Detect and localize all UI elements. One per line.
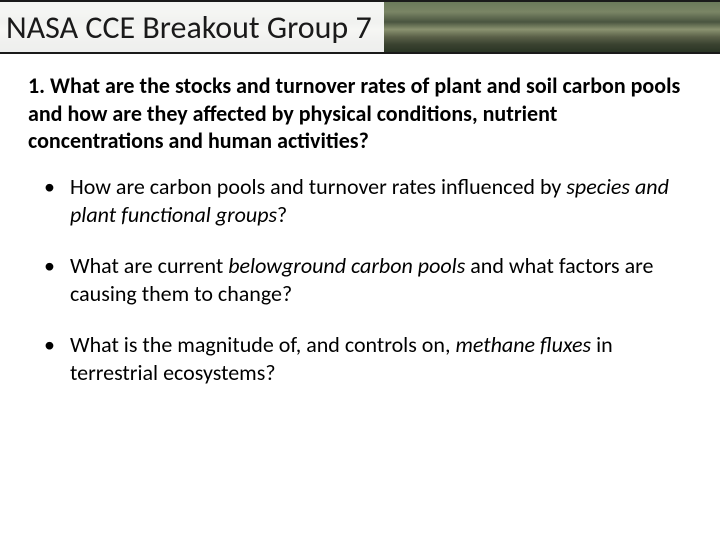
list-item: How are carbon pools and turnover rates … xyxy=(40,173,692,230)
bullet-text-italic: methane fluxes xyxy=(455,331,591,358)
title-bar: NASA CCE Breakout Group 7 xyxy=(0,0,720,54)
slide-title: NASA CCE Breakout Group 7 xyxy=(6,8,372,47)
bullet-text-pre: What is the magnitude of, and controls o… xyxy=(70,331,455,358)
main-question: 1. What are the stocks and turnover rate… xyxy=(28,72,692,155)
list-item: What is the magnitude of, and controls o… xyxy=(40,331,692,388)
bullet-text-pre: What are current xyxy=(70,252,228,279)
bullet-text-post: ? xyxy=(277,201,287,228)
list-item: What are current belowground carbon pool… xyxy=(40,252,692,309)
bullet-list: How are carbon pools and turnover rates … xyxy=(28,173,692,389)
title-overlay: NASA CCE Breakout Group 7 xyxy=(0,2,384,52)
slide-content: 1. What are the stocks and turnover rate… xyxy=(0,54,720,388)
bullet-text-italic: belowground carbon pools xyxy=(228,252,465,279)
bullet-text-pre: How are carbon pools and turnover rates … xyxy=(70,173,566,200)
